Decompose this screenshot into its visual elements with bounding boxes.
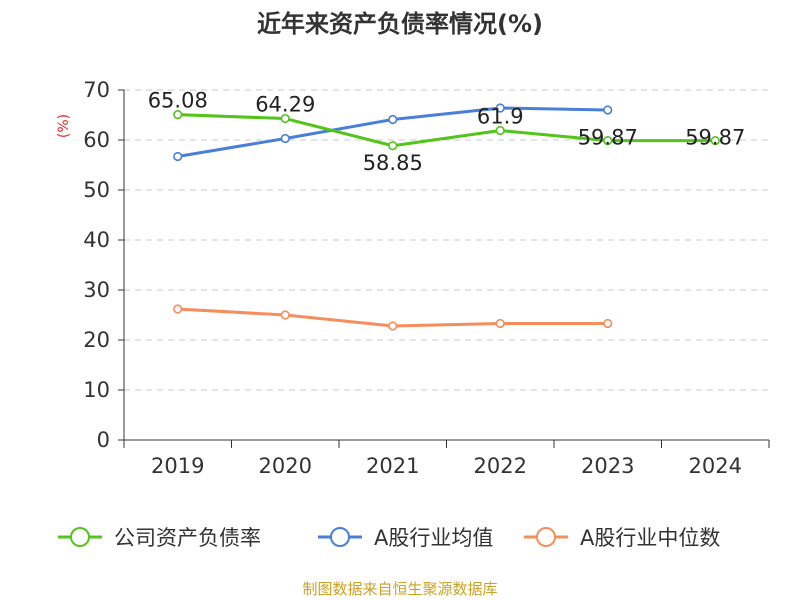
source-note: 制图数据来自恒生聚源数据库 xyxy=(302,580,497,598)
legend-swatch-marker xyxy=(330,527,350,547)
x-tick-label: 2024 xyxy=(689,454,742,478)
series-0-point xyxy=(280,113,290,124)
x-tick-label: 2019 xyxy=(151,454,204,478)
series-1-point xyxy=(388,114,398,125)
legend: 公司资产负债率 A股行业均值 A股行业中位数 xyxy=(58,526,720,550)
series-0-point xyxy=(603,136,613,146)
y-axis-unit-label: (%) xyxy=(56,114,72,138)
x-tick-label: 2020 xyxy=(259,454,312,478)
y-tick-label: 0 xyxy=(97,428,110,452)
series-2-point xyxy=(388,321,398,331)
legend-swatch-marker xyxy=(70,527,90,547)
data-label: 58.85 xyxy=(363,151,423,175)
y-tick-label: 60 xyxy=(83,128,110,152)
axes: 0 10 20 30 40 50 60 70 2019 2020 2021 2022 2023 2024 xyxy=(83,78,770,478)
data-label: 61.9 xyxy=(477,105,524,129)
legend-label: A股行业中位数 xyxy=(580,526,720,550)
legend-label: 公司资产负债率 xyxy=(114,526,261,550)
series-0-point xyxy=(388,141,398,151)
data-label: 64.29 xyxy=(255,93,315,117)
series-0-point xyxy=(710,136,720,146)
series-2-point xyxy=(280,310,290,320)
legend-label: A股行业均值 xyxy=(374,526,493,550)
chart-title: 近年来资产负债率情况(%) xyxy=(257,10,543,38)
series-2-point xyxy=(603,318,613,329)
series-0-point xyxy=(173,109,183,120)
series-1-point xyxy=(173,151,183,162)
y-tick-label: 10 xyxy=(83,378,110,402)
gridlines xyxy=(124,89,769,391)
series-0-point xyxy=(495,125,505,136)
series-2-point xyxy=(495,318,505,329)
series-0-line xyxy=(177,113,716,148)
data-label: 65.08 xyxy=(148,89,208,113)
series-1-point xyxy=(495,103,505,113)
x-tick-label: 2022 xyxy=(474,454,527,478)
legend-swatch-marker xyxy=(536,527,556,547)
y-tick-label: 20 xyxy=(83,328,110,352)
x-tick-label: 2023 xyxy=(581,454,634,478)
data-label: 59.87 xyxy=(685,126,745,150)
x-tick-label: 2021 xyxy=(366,454,419,478)
series-1-point xyxy=(603,105,613,115)
y-tick-label: 50 xyxy=(83,178,110,202)
data-label: 59.87 xyxy=(578,126,638,150)
series-2-point xyxy=(173,304,183,314)
series-1-point xyxy=(280,133,290,144)
data-labels: 65.08 64.29 58.85 61.9 59.87 59.87 xyxy=(148,89,746,175)
y-tick-label: 70 xyxy=(83,78,110,102)
y-tick-label: 40 xyxy=(83,228,110,252)
series-group xyxy=(173,103,720,331)
y-tick-label: 30 xyxy=(83,278,110,302)
